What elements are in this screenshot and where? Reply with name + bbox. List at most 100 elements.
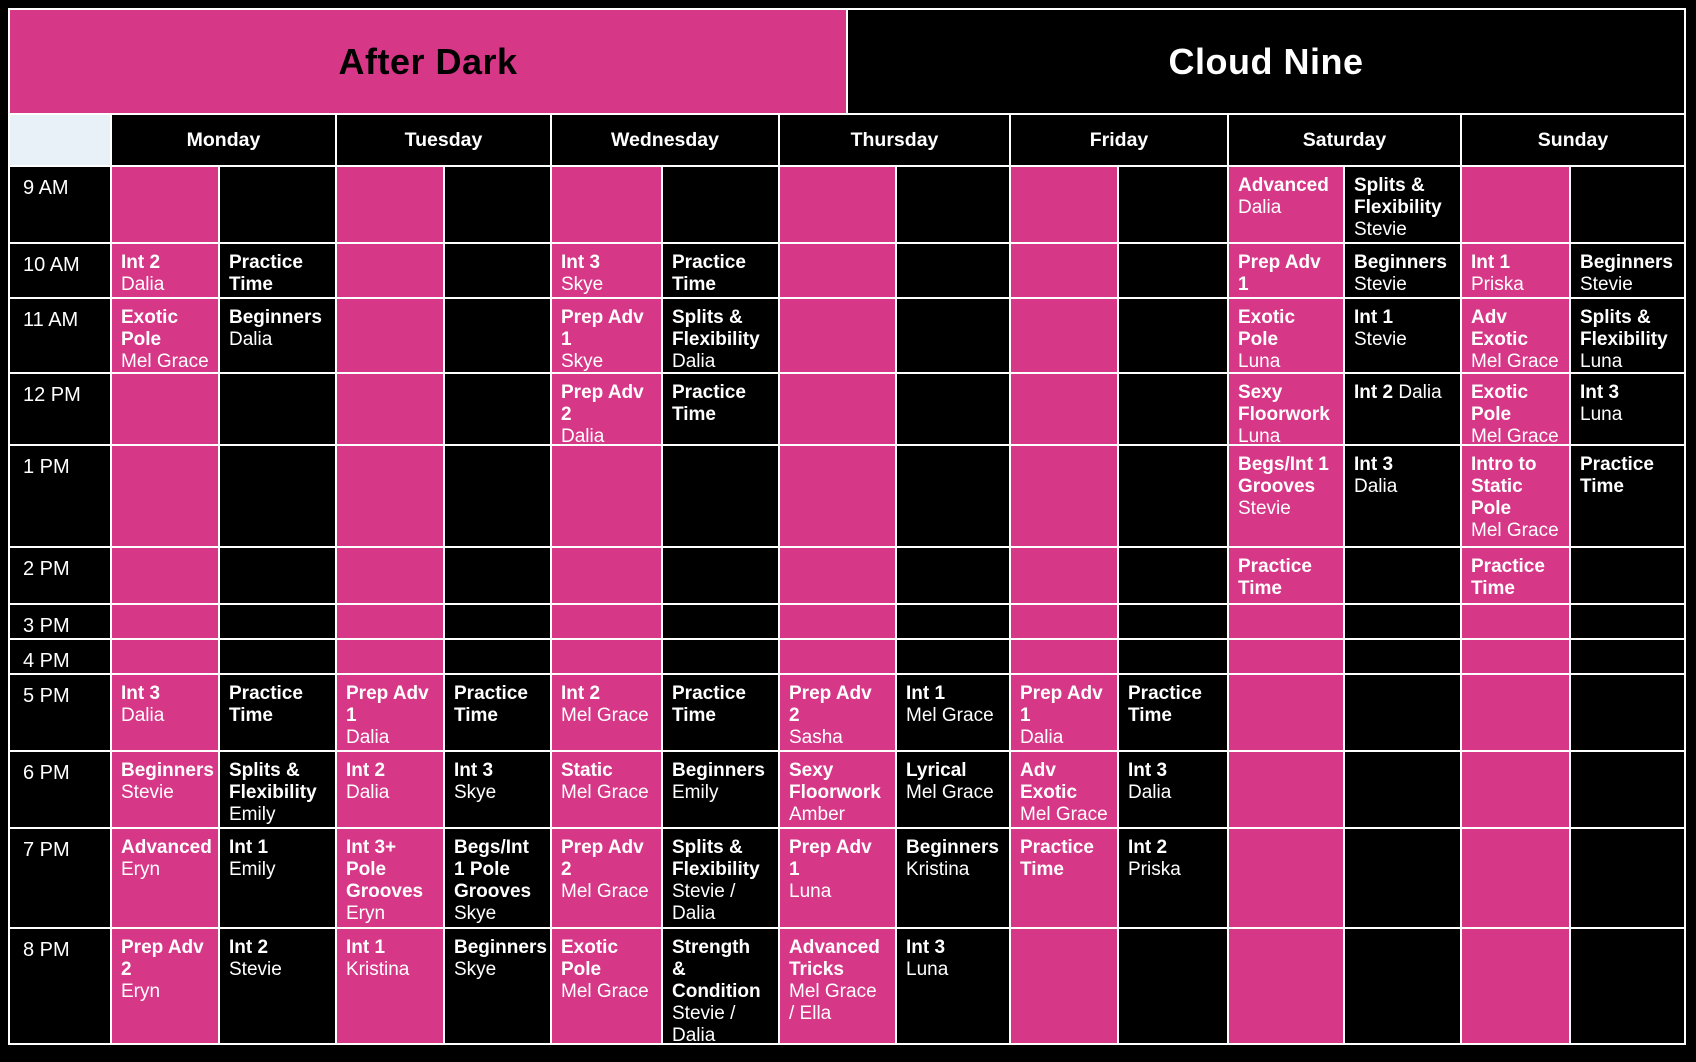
class-cell: Beginners Skye bbox=[445, 929, 550, 1043]
empty-cell bbox=[1011, 548, 1117, 603]
day-header-wednesday: Wednesday bbox=[552, 115, 778, 165]
class-cell: Prep Adv 2 Eryn bbox=[112, 929, 218, 1043]
empty-cell bbox=[112, 167, 218, 242]
empty-cell bbox=[445, 167, 550, 242]
class-cell: Int 3 Skye bbox=[445, 752, 550, 827]
time-label: 12 PM bbox=[10, 374, 110, 444]
empty-cell bbox=[445, 548, 550, 603]
class-cell: Practice Time bbox=[220, 675, 335, 750]
class-cell: Int 3 Luna bbox=[1571, 374, 1684, 444]
empty-cell bbox=[1345, 605, 1460, 638]
class-name: Prep Adv 1 bbox=[561, 307, 644, 350]
class-cell: Advanced Tricks Mel Grace / Ella bbox=[780, 929, 895, 1043]
class-cell: Int 2 Dalia bbox=[337, 752, 443, 827]
class-name: Int 3 bbox=[561, 252, 601, 273]
instructor-name: Emily bbox=[672, 782, 719, 803]
instructor-name: Priska bbox=[1471, 274, 1524, 295]
instructor-name: Skye bbox=[454, 959, 497, 980]
instructor-name: Mel Grace bbox=[561, 782, 649, 803]
class-cell: Int 1 Priska bbox=[1462, 244, 1569, 297]
empty-cell bbox=[897, 446, 1009, 546]
class-name: Splits & Flexibility bbox=[1354, 175, 1442, 218]
instructor-name: Mel Grace bbox=[906, 782, 994, 803]
empty-cell bbox=[1571, 752, 1684, 827]
class-name: Practice Time bbox=[672, 683, 746, 726]
day-header-tuesday: Tuesday bbox=[337, 115, 550, 165]
empty-cell bbox=[552, 167, 661, 242]
class-cell: Advanced Eryn bbox=[112, 829, 218, 927]
class-cell: Lyrical Mel Grace bbox=[897, 752, 1009, 827]
class-name: Splits & Flexibility bbox=[672, 307, 760, 350]
empty-cell bbox=[897, 640, 1009, 673]
empty-cell bbox=[1119, 299, 1227, 372]
empty-cell bbox=[1119, 929, 1227, 1043]
class-cell: Splits & Flexibility Dalia bbox=[663, 299, 778, 372]
empty-cell bbox=[337, 446, 443, 546]
corner-cell bbox=[10, 115, 110, 165]
instructor-name: Stevie bbox=[1354, 329, 1407, 350]
empty-cell bbox=[1011, 244, 1117, 297]
class-cell: Exotic Pole Mel Grace bbox=[552, 929, 661, 1043]
class-cell: Int 3 Dalia bbox=[1345, 446, 1460, 546]
class-name: Int 2 bbox=[229, 937, 269, 958]
empty-cell bbox=[337, 605, 443, 638]
instructor-name: Stevie bbox=[1354, 274, 1407, 295]
empty-cell bbox=[1119, 446, 1227, 546]
class-cell: Int 2 Mel Grace bbox=[552, 675, 661, 750]
instructor-name: Priska bbox=[1128, 859, 1181, 880]
instructor-name: Dalia bbox=[1238, 296, 1281, 297]
class-cell: Int 3 Skye bbox=[552, 244, 661, 297]
class-cell: Static Mel Grace bbox=[552, 752, 661, 827]
empty-cell bbox=[1011, 299, 1117, 372]
class-cell: Int 2 Priska bbox=[1119, 829, 1227, 927]
instructor-name: Mel Grace bbox=[121, 351, 209, 372]
time-label: 2 PM bbox=[10, 548, 110, 603]
empty-cell bbox=[1571, 675, 1684, 750]
instructor-name: Dalia bbox=[346, 727, 390, 748]
class-cell: Prep Adv 2 Sasha bbox=[780, 675, 895, 750]
empty-cell bbox=[1011, 640, 1117, 673]
class-name: Beginners bbox=[454, 937, 547, 958]
class-cell: Int 2 Dalia bbox=[112, 244, 218, 297]
class-cell: Practice Time bbox=[663, 675, 778, 750]
empty-cell bbox=[445, 640, 550, 673]
class-name: Practice Time bbox=[1020, 837, 1094, 880]
class-cell: Beginners Stevie bbox=[112, 752, 218, 827]
empty-cell bbox=[1462, 605, 1569, 638]
empty-cell bbox=[337, 548, 443, 603]
class-name: Int 1 bbox=[1354, 307, 1394, 328]
instructor-name: Stevie / Dalia bbox=[672, 1003, 736, 1043]
time-label: 4 PM bbox=[10, 640, 110, 673]
instructor-name: Eryn bbox=[346, 903, 386, 924]
instructor-name: Dalia bbox=[561, 426, 605, 444]
empty-cell bbox=[1119, 374, 1227, 444]
class-cell: Prep Adv 2 Dalia bbox=[552, 374, 661, 444]
empty-cell bbox=[220, 374, 335, 444]
class-name: Beginners bbox=[906, 837, 999, 858]
class-name: Advanced bbox=[1238, 175, 1329, 196]
empty-cell bbox=[897, 605, 1009, 638]
empty-cell bbox=[552, 605, 661, 638]
empty-cell bbox=[1571, 548, 1684, 603]
empty-cell bbox=[220, 167, 335, 242]
class-cell: Practice Time bbox=[1119, 675, 1227, 750]
empty-cell bbox=[1345, 548, 1460, 603]
class-name: Int 3 bbox=[906, 937, 946, 958]
empty-cell bbox=[552, 548, 661, 603]
class-name: Practice Time bbox=[229, 683, 303, 726]
class-cell: Advanced Dalia bbox=[1229, 167, 1343, 242]
instructor-name: Luna bbox=[1580, 404, 1623, 425]
empty-cell bbox=[1462, 167, 1569, 242]
instructor-name: Stevie bbox=[1580, 274, 1633, 295]
instructor-name: Stevie bbox=[121, 782, 174, 803]
instructor-name: Stevie bbox=[1354, 219, 1407, 240]
class-cell: Int 1 Emily bbox=[220, 829, 335, 927]
class-cell: Beginners Stevie bbox=[1571, 244, 1684, 297]
empty-cell bbox=[897, 548, 1009, 603]
empty-cell bbox=[337, 299, 443, 372]
class-cell: Practice Time bbox=[220, 244, 335, 297]
instructor-name: Kristina bbox=[906, 859, 970, 880]
instructor-name: Mel Grace bbox=[1471, 520, 1559, 541]
empty-cell bbox=[1011, 929, 1117, 1043]
class-name: Exotic Pole bbox=[121, 307, 179, 350]
